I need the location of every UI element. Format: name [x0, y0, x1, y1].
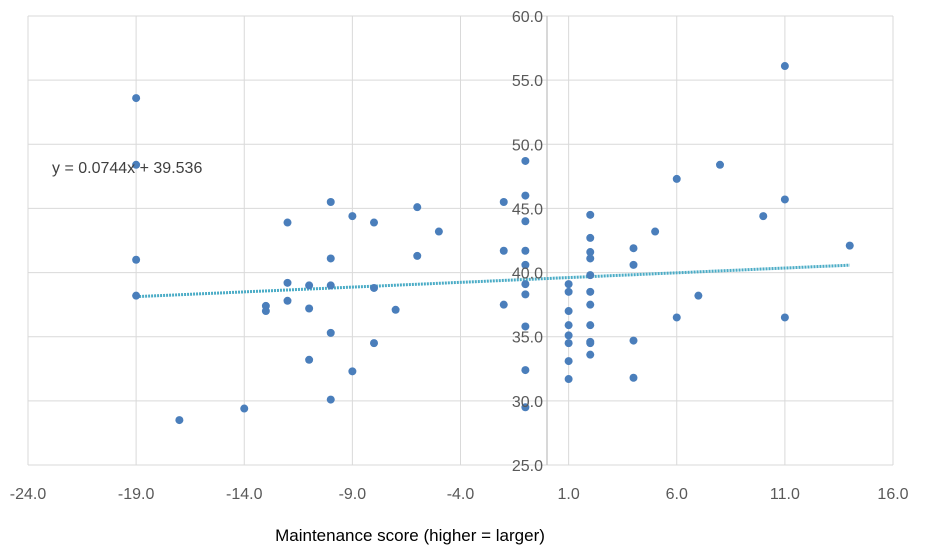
tick-labels: -24.0 -19.0 -14.0 -9.0 -4.0 1.0 6.0 11.0 16.0 25.… — [10, 9, 909, 503]
y-tick-label: 40.0 — [512, 266, 543, 283]
data-point — [391, 305, 400, 314]
data-point — [326, 254, 335, 263]
data-point — [586, 339, 595, 348]
data-point — [283, 296, 292, 305]
data-point — [132, 291, 141, 300]
data-point — [240, 404, 249, 413]
data-point — [305, 281, 314, 290]
data-point — [521, 217, 530, 226]
x-tick-label: 11.0 — [770, 486, 800, 503]
data-point — [521, 403, 530, 412]
data-point — [586, 321, 595, 330]
x-tick-label: 6.0 — [666, 486, 688, 503]
data-point — [521, 260, 530, 269]
x-tick-label: -14.0 — [226, 486, 263, 503]
data-point — [564, 331, 573, 340]
data-point — [629, 244, 638, 253]
data-point — [370, 283, 378, 292]
trendline — [136, 263, 850, 299]
data-point — [629, 373, 638, 382]
data-point — [586, 210, 595, 219]
data-point — [521, 280, 530, 289]
data-point — [413, 251, 422, 260]
data-point — [521, 290, 530, 299]
data-point — [370, 339, 378, 348]
data-point — [586, 350, 595, 359]
data-point — [629, 260, 638, 269]
data-point — [413, 203, 422, 212]
data-point — [521, 366, 530, 375]
data-point — [521, 156, 530, 165]
data-point — [564, 287, 573, 296]
data-point — [586, 248, 595, 257]
data-point — [521, 191, 530, 200]
data-point — [586, 254, 595, 263]
data-point — [586, 271, 595, 280]
x-axis-title: Maintenance score (higher = larger) — [275, 526, 545, 545]
data-point — [283, 218, 292, 227]
data-point — [672, 313, 681, 322]
data-point — [305, 304, 314, 313]
x-tick-label: 1.0 — [558, 486, 580, 503]
x-tick-label: -9.0 — [339, 486, 367, 503]
data-point — [780, 313, 789, 322]
y-tick-label: 60.0 — [512, 9, 543, 26]
data-point — [694, 291, 703, 300]
data-point — [564, 339, 573, 348]
data-point — [132, 160, 141, 169]
data-point — [586, 233, 595, 242]
data-point — [434, 227, 443, 236]
data-point — [521, 322, 530, 331]
data-point — [521, 246, 530, 255]
x-tick-label: -4.0 — [447, 486, 475, 503]
data-point — [132, 94, 141, 103]
data-point — [564, 321, 573, 330]
data-point — [348, 212, 357, 221]
data-point — [326, 198, 335, 207]
data-point — [759, 212, 768, 221]
data-point — [780, 195, 789, 204]
data-point — [564, 357, 573, 366]
y-tick-label: 30.0 — [512, 394, 543, 411]
data-point — [564, 307, 573, 316]
data-point — [326, 395, 335, 404]
x-tick-label: -24.0 — [10, 486, 47, 503]
y-tick-label: 50.0 — [512, 137, 543, 154]
data-point — [499, 300, 508, 309]
x-tick-label: -19.0 — [118, 486, 155, 503]
data-point — [499, 246, 508, 255]
data-points — [132, 62, 854, 425]
trendline-equation: y = 0.0744x + 39.536 — [52, 160, 202, 177]
data-point — [326, 328, 335, 337]
data-point — [629, 336, 638, 345]
data-point — [651, 227, 660, 236]
data-point — [283, 278, 292, 287]
x-tick-label: 16.0 — [877, 486, 908, 503]
data-point — [564, 375, 573, 384]
y-tick-label: 45.0 — [512, 201, 543, 218]
data-point — [370, 218, 378, 227]
data-point — [586, 300, 595, 309]
y-tick-label: 35.0 — [512, 330, 543, 347]
data-point — [326, 281, 335, 290]
trendline-group — [136, 263, 850, 299]
data-point — [672, 174, 681, 183]
data-point — [305, 355, 314, 364]
data-point — [564, 280, 573, 289]
y-tick-label: 55.0 — [512, 73, 543, 90]
data-point — [780, 62, 789, 71]
data-point — [175, 416, 184, 425]
data-point — [499, 198, 508, 207]
data-point — [132, 255, 141, 264]
grid-lines — [27, 15, 894, 466]
data-point — [716, 160, 724, 169]
data-point — [261, 307, 270, 316]
data-point — [586, 287, 595, 296]
data-point — [348, 367, 357, 376]
data-point — [845, 241, 854, 250]
y-tick-label: 25.0 — [512, 458, 543, 475]
